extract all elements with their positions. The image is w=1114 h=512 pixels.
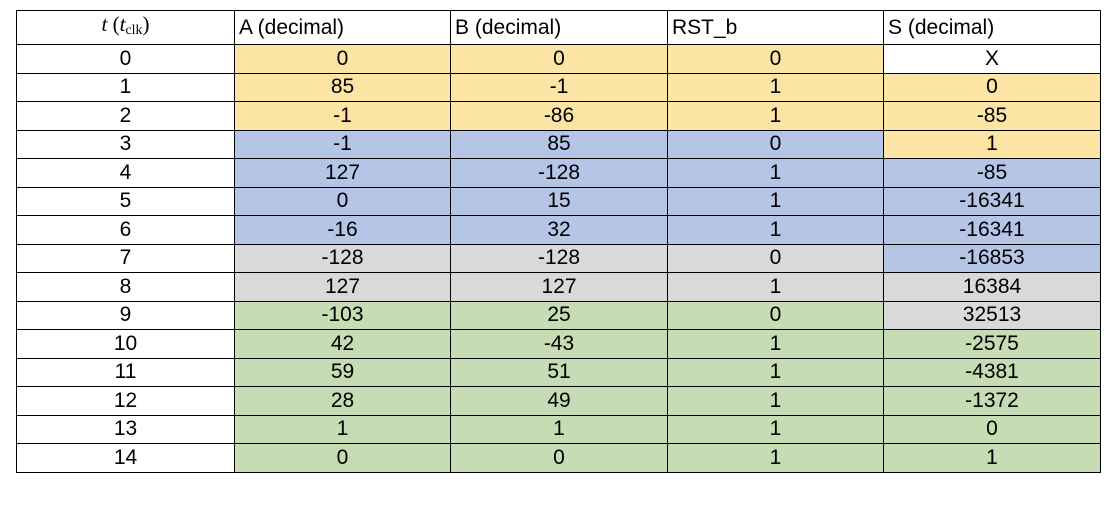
- cell-rst: 1: [667, 72, 884, 102]
- header-s: S (decimal): [883, 10, 1101, 45]
- cell-rst: 0: [667, 44, 884, 74]
- cell-time: 2: [16, 101, 235, 131]
- cell-a: -1: [234, 129, 451, 159]
- table-row: 12 28 49 1 -1372: [16, 386, 1101, 416]
- cell-b: 51: [450, 357, 668, 387]
- cell-b: -128: [450, 158, 668, 188]
- cell-a: 59: [234, 357, 451, 387]
- cell-rst: 1: [667, 414, 884, 444]
- cell-time: 6: [16, 215, 235, 245]
- cell-s: -16341: [883, 186, 1101, 216]
- cell-s: X: [883, 44, 1101, 74]
- cell-s: 0: [883, 414, 1101, 444]
- cell-rst: 1: [667, 158, 884, 188]
- table-row: 7 -128 -128 0 -16853: [16, 243, 1101, 273]
- cell-b: 25: [450, 300, 668, 330]
- header-rst: RST_b: [667, 10, 884, 45]
- cell-a: 85: [234, 72, 451, 102]
- cell-a: 0: [234, 186, 451, 216]
- table-row: 2 -1 -86 1 -85: [16, 101, 1101, 131]
- cell-b: 32: [450, 215, 668, 245]
- cell-rst: 1: [667, 329, 884, 359]
- cell-b: 0: [450, 443, 668, 473]
- cell-b: 1: [450, 414, 668, 444]
- cell-time: 14: [16, 443, 235, 473]
- cell-a: 0: [234, 44, 451, 74]
- table-container: t (tclk) A (decimal) B (decimal) RST_b S…: [16, 10, 1101, 473]
- cell-s: -85: [883, 158, 1101, 188]
- table-body: 0 0 0 0 X 1 85 -1 1 0 2 -1 -86 1 -85 3 -1 85 0 1 4 127 -128 1 -8…: [16, 44, 1101, 473]
- cell-a: 1: [234, 414, 451, 444]
- table-row: 5 0 15 1 -16341: [16, 186, 1101, 216]
- cell-time: 12: [16, 386, 235, 416]
- cell-a: 0: [234, 443, 451, 473]
- cell-time: 3: [16, 129, 235, 159]
- table-row: 9 -103 25 0 32513: [16, 300, 1101, 330]
- cell-time: 13: [16, 414, 235, 444]
- cell-a: 127: [234, 272, 451, 302]
- cell-rst: 0: [667, 129, 884, 159]
- table-row: 3 -1 85 0 1: [16, 129, 1101, 159]
- cell-rst: 1: [667, 357, 884, 387]
- cell-rst: 1: [667, 443, 884, 473]
- cell-b: -128: [450, 243, 668, 273]
- cell-rst: 1: [667, 272, 884, 302]
- cell-rst: 1: [667, 186, 884, 216]
- cell-rst: 1: [667, 386, 884, 416]
- table-row: 6 -16 32 1 -16341: [16, 215, 1101, 245]
- cell-time: 1: [16, 72, 235, 102]
- cell-rst: 1: [667, 101, 884, 131]
- header-time: t (tclk): [16, 10, 235, 45]
- header-b: B (decimal): [450, 10, 668, 45]
- cell-time: 4: [16, 158, 235, 188]
- cell-time: 9: [16, 300, 235, 330]
- cell-s: 1: [883, 129, 1101, 159]
- cell-rst: 0: [667, 300, 884, 330]
- table-row: 4 127 -128 1 -85: [16, 158, 1101, 188]
- cell-rst: 0: [667, 243, 884, 273]
- cell-a: 42: [234, 329, 451, 359]
- table-row: 8 127 127 1 16384: [16, 272, 1101, 302]
- cell-time: 8: [16, 272, 235, 302]
- cell-a: 127: [234, 158, 451, 188]
- cell-time: 11: [16, 357, 235, 387]
- table-row: 1 85 -1 1 0: [16, 72, 1101, 102]
- cell-a: 28: [234, 386, 451, 416]
- cell-b: 15: [450, 186, 668, 216]
- cell-s: -85: [883, 101, 1101, 131]
- cell-rst: 1: [667, 215, 884, 245]
- header-a: A (decimal): [234, 10, 451, 45]
- timing-table: t (tclk) A (decimal) B (decimal) RST_b S…: [16, 10, 1101, 473]
- cell-s: -2575: [883, 329, 1101, 359]
- cell-s: 1: [883, 443, 1101, 473]
- table-row: 13 1 1 1 0: [16, 414, 1101, 444]
- cell-b: -43: [450, 329, 668, 359]
- cell-time: 5: [16, 186, 235, 216]
- table-row: 11 59 51 1 -4381: [16, 357, 1101, 387]
- cell-time: 0: [16, 44, 235, 74]
- cell-s: 32513: [883, 300, 1101, 330]
- cell-b: -86: [450, 101, 668, 131]
- cell-time: 10: [16, 329, 235, 359]
- cell-b: 49: [450, 386, 668, 416]
- table-row: 10 42 -43 1 -2575: [16, 329, 1101, 359]
- cell-b: 127: [450, 272, 668, 302]
- cell-b: 85: [450, 129, 668, 159]
- table-row: 14 0 0 1 1: [16, 443, 1101, 473]
- header-row: t (tclk) A (decimal) B (decimal) RST_b S…: [16, 10, 1101, 45]
- cell-s: -16341: [883, 215, 1101, 245]
- cell-b: -1: [450, 72, 668, 102]
- cell-b: 0: [450, 44, 668, 74]
- cell-s: 16384: [883, 272, 1101, 302]
- cell-s: -16853: [883, 243, 1101, 273]
- cell-s: 0: [883, 72, 1101, 102]
- cell-a: -16: [234, 215, 451, 245]
- cell-s: -1372: [883, 386, 1101, 416]
- cell-a: -103: [234, 300, 451, 330]
- cell-time: 7: [16, 243, 235, 273]
- cell-s: -4381: [883, 357, 1101, 387]
- cell-a: -128: [234, 243, 451, 273]
- cell-a: -1: [234, 101, 451, 131]
